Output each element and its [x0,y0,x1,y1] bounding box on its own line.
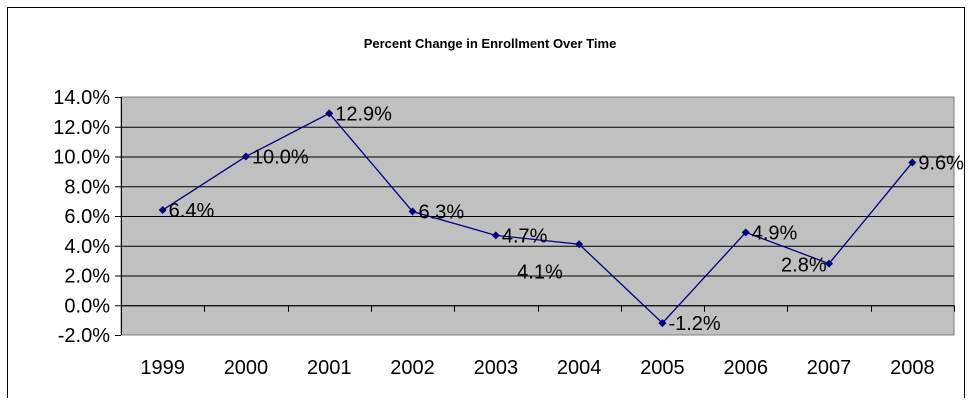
series-line-group [162,112,913,325]
x-tick-label: 2005 [640,357,685,379]
y-tick-label: 8.0% [64,176,110,198]
data-point [658,319,667,328]
data-point [408,207,417,216]
data-point [908,158,917,167]
data-point [575,240,584,249]
data-points [158,109,917,328]
data-label: 6.3% [419,202,465,224]
data-label: 2.8% [781,255,827,277]
x-tick-label: 2002 [390,357,435,379]
chart-border [7,7,965,398]
y-tick-label: 0.0% [64,295,110,317]
data-point [158,206,167,215]
y-axis-tick-labels: 14.0% 12.0% 10.0% 8.0% 6.0% 4.0% 2.0% 0.0% -2.0% [53,87,110,347]
data-label: 4.9% [752,222,798,244]
x-tick-label: 1999 [140,357,185,379]
y-tick-label: 6.0% [64,206,110,228]
data-label: 10.0% [252,147,309,169]
data-label: 4.1% [517,261,563,283]
data-point [825,259,834,268]
data-labels: 6.4% 10.0% 12.9% 6.3% 4.7% 4.1% -1.2% 4.9% 2.8% 9… [169,103,965,335]
x-tick-label: 2000 [224,357,269,379]
y-tick-label: 10.0% [53,147,110,169]
y-tick-label: -2.0% [58,325,110,347]
y-tick-label: 2.0% [64,266,110,288]
x-tick-label: 2006 [724,357,769,379]
x-tick-label: 2003 [474,357,519,379]
y-tick-label: 14.0% [53,87,110,109]
x-tick-label: 2001 [307,357,352,379]
data-point [241,152,250,161]
data-label: 6.4% [169,200,215,222]
data-label: 12.9% [335,103,392,125]
series-line [162,112,913,325]
data-label: 4.7% [502,225,548,247]
data-label: -1.2% [668,313,720,335]
chart-title: Percent Change in Enrollment Over Time [364,36,617,51]
x-axis-tick-labels: 1999 2000 2001 2002 2003 2004 2005 2006 2007 2008 [140,357,934,379]
data-point [325,109,334,118]
x-tick-label: 2004 [557,357,602,379]
data-point [741,228,750,237]
data-point [491,231,500,240]
y-tick-label: 12.0% [53,117,110,139]
x-tick-label: 2008 [890,357,935,379]
data-label: 9.6% [918,152,964,174]
y-tick-label: 4.0% [64,236,110,258]
axes [115,97,955,336]
x-tick-label: 2007 [807,357,852,379]
